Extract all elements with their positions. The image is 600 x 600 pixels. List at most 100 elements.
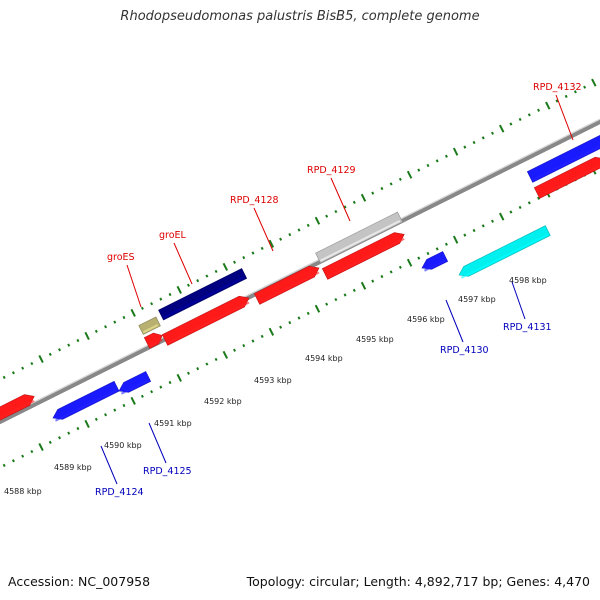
position-labels: 4588 kbp 4589 kbp 4590 kbp 4591 kbp 4592 kbp… xyxy=(4,276,547,496)
minor-tick xyxy=(297,228,301,232)
gene-label: groEL xyxy=(159,230,187,241)
gene-arrow-khaki xyxy=(138,316,161,335)
gene-arrow-red xyxy=(143,332,163,349)
major-tick xyxy=(222,262,228,271)
minor-tick xyxy=(159,385,163,389)
minor-tick xyxy=(214,357,218,362)
minor-tick xyxy=(122,315,126,320)
minor-tick xyxy=(518,205,522,210)
minor-tick xyxy=(472,228,476,233)
major-tick xyxy=(268,327,275,336)
gene-arrow-red xyxy=(161,295,250,346)
accession-text: Accession: NC_007958 xyxy=(8,574,151,589)
gene-arrow-gray-highlight xyxy=(320,220,401,262)
gene-arrow-cyan-highlight xyxy=(461,233,549,279)
minor-tick xyxy=(481,224,485,228)
minor-tick xyxy=(251,251,255,255)
gene-label-leader xyxy=(126,264,142,308)
minor-tick xyxy=(205,362,209,366)
minor-tick xyxy=(186,371,190,375)
major-tick xyxy=(176,373,182,382)
minor-tick xyxy=(67,343,71,347)
minor-tick xyxy=(444,154,448,158)
gene-label-leader xyxy=(511,281,526,320)
minor-tick xyxy=(150,390,154,394)
major-tick xyxy=(38,442,44,451)
minor-tick xyxy=(583,85,587,89)
minor-tick xyxy=(279,325,283,329)
minor-tick xyxy=(11,459,15,463)
minor-tick xyxy=(435,247,439,251)
tick-marks xyxy=(2,78,597,468)
minor-tick xyxy=(352,200,356,204)
minor-tick xyxy=(573,90,577,94)
gene-label: RPD_4132 xyxy=(533,82,582,93)
minor-tick xyxy=(30,361,34,366)
major-tick xyxy=(268,239,275,248)
minor-tick xyxy=(398,177,402,181)
minor-tick xyxy=(527,201,531,205)
minor-tick xyxy=(104,413,108,417)
minor-tick xyxy=(325,214,329,218)
minor-tick xyxy=(233,348,237,352)
minor-tick xyxy=(288,232,292,237)
kbp-label: 4590 kbp xyxy=(104,441,142,450)
gene-arrow-red-highlight xyxy=(167,301,250,345)
gene-label-leader xyxy=(555,94,574,141)
minor-tick xyxy=(196,279,200,283)
gene-arrow-blue-highlight xyxy=(55,389,117,422)
gene-arrow-navy-highlight xyxy=(163,276,245,319)
minor-tick xyxy=(150,302,154,306)
major-tick xyxy=(38,354,44,363)
minor-tick xyxy=(140,394,144,398)
major-tick xyxy=(452,235,459,244)
minor-tick xyxy=(214,269,218,274)
minor-tick xyxy=(371,279,375,283)
gene-label: RPD_4128 xyxy=(230,195,279,206)
minor-tick xyxy=(113,320,117,324)
gene-arrow-red xyxy=(253,265,320,305)
minor-tick xyxy=(389,270,393,274)
minor-tick xyxy=(306,311,310,315)
kbp-label: 4589 kbp xyxy=(54,463,92,472)
minor-tick xyxy=(94,417,98,421)
minor-tick xyxy=(21,366,25,370)
major-tick xyxy=(499,212,505,221)
gene-arrow-navy xyxy=(158,268,248,321)
kbp-label: 4598 kbp xyxy=(509,276,547,285)
minor-tick xyxy=(352,288,356,292)
major-tick xyxy=(130,308,136,317)
minor-tick xyxy=(343,293,347,297)
minor-tick xyxy=(398,265,402,269)
minor-tick xyxy=(288,320,292,325)
minor-tick xyxy=(260,246,264,251)
gene-label-leader xyxy=(445,299,464,343)
minor-tick xyxy=(426,163,430,168)
minor-tick xyxy=(168,292,172,297)
minor-tick xyxy=(537,108,541,112)
minor-tick xyxy=(343,205,347,209)
major-tick xyxy=(314,216,321,225)
gene-label: groES xyxy=(107,252,135,263)
gene-arrow-red-highlight xyxy=(0,399,35,420)
major-tick xyxy=(452,147,459,156)
minor-tick xyxy=(444,242,448,246)
kbp-label: 4592 kbp xyxy=(204,397,242,406)
gene-arrow-khaki-highlight xyxy=(142,324,159,334)
minor-tick xyxy=(2,463,6,468)
gene-arrow-cyan xyxy=(458,225,551,277)
minor-tick xyxy=(472,140,476,145)
kbp-label: 4597 kbp xyxy=(458,295,496,304)
minor-tick xyxy=(306,223,310,227)
minor-tick xyxy=(564,94,568,99)
gene-label: RPD_4129 xyxy=(307,165,356,176)
gene-arrow-red-highlight xyxy=(539,164,600,198)
minor-tick xyxy=(168,380,172,385)
minor-tick xyxy=(297,316,301,320)
gene-arrow-blue-highlight xyxy=(532,145,600,182)
minor-tick xyxy=(186,283,190,287)
gene-arrow-blue xyxy=(52,380,120,420)
minor-tick xyxy=(491,219,494,223)
minor-tick xyxy=(325,302,329,306)
minor-tick xyxy=(196,367,200,371)
